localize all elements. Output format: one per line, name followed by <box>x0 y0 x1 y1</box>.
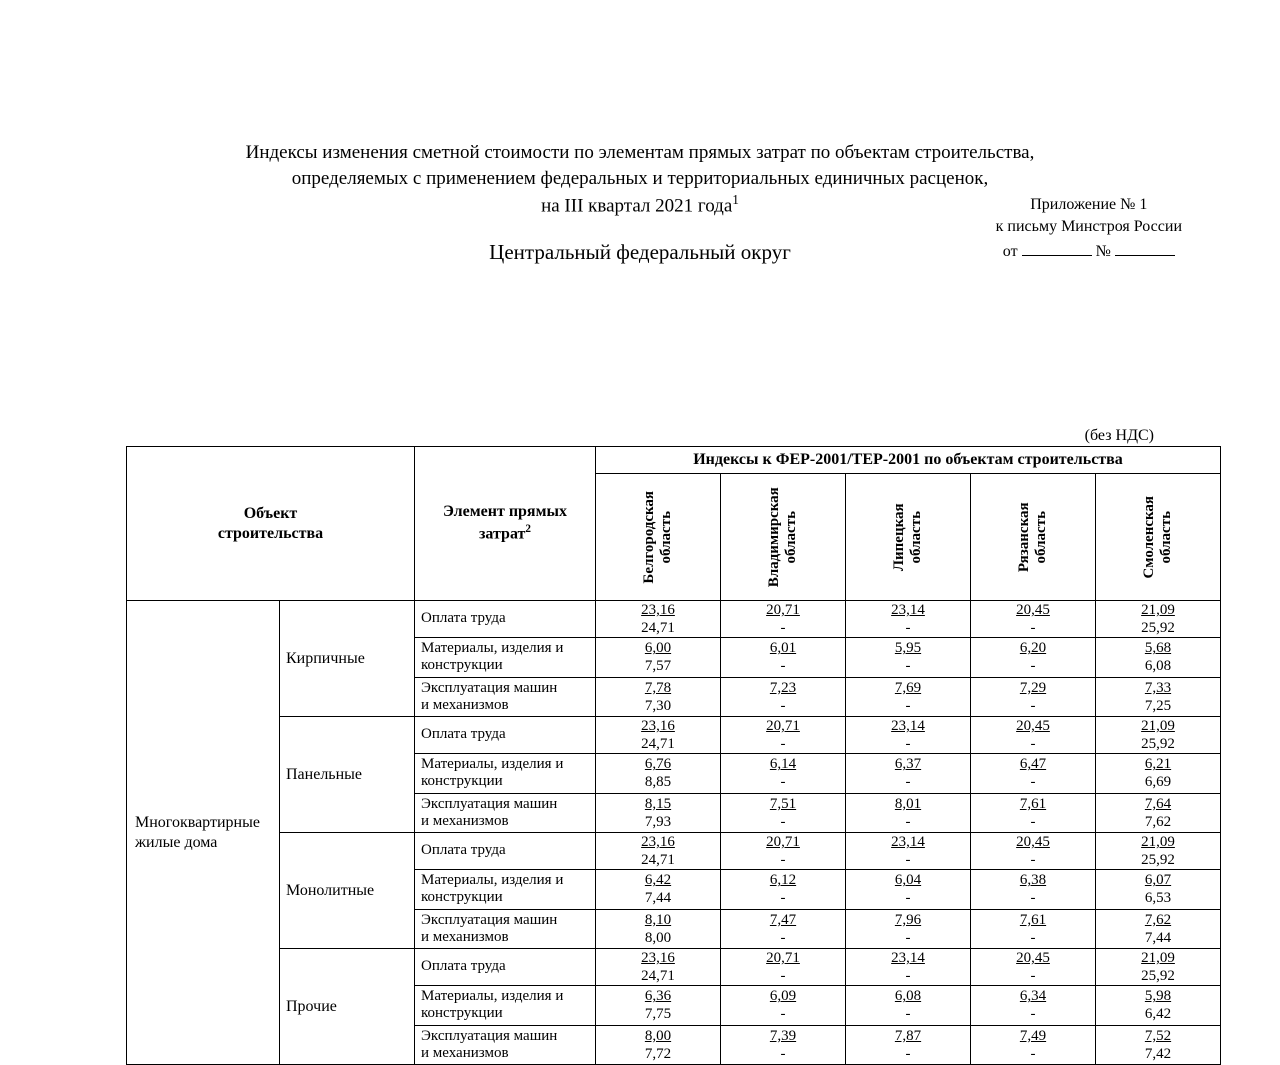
category-cell: Многоквартирныежилые дома <box>127 601 280 1065</box>
header-region-1: Владимирскаяобласть <box>721 474 846 601</box>
value-cell: 23,14- <box>846 717 971 754</box>
subcategory-cell: Монолитные <box>280 833 415 949</box>
value-cell: 8,007,72 <box>596 1025 721 1065</box>
table-row: ПрочиеОплата труда23,1624,7120,71-23,14-… <box>127 949 1221 986</box>
element-cell: Материалы, изделия иконструкции <box>415 986 596 1026</box>
value-cell: 21,0925,92 <box>1096 601 1221 638</box>
header-region-4: Смоленскаяобласть <box>1096 474 1221 601</box>
value-cell: 6,768,85 <box>596 754 721 794</box>
value-cell: 7,87- <box>846 1025 971 1065</box>
value-cell: 8,157,93 <box>596 793 721 833</box>
value-cell: 7,29- <box>971 677 1096 717</box>
value-cell: 23,1624,71 <box>596 833 721 870</box>
value-cell: 23,14- <box>846 949 971 986</box>
value-cell: 5,986,42 <box>1096 986 1221 1026</box>
header-object: Объектстроительства <box>127 447 415 601</box>
value-cell: 6,04- <box>846 870 971 910</box>
value-cell: 7,47- <box>721 909 846 949</box>
element-cell: Эксплуатация машини механизмов <box>415 793 596 833</box>
header-region-3: Рязанскаяобласть <box>971 474 1096 601</box>
element-cell: Эксплуатация машини механизмов <box>415 677 596 717</box>
element-cell: Оплата труда <box>415 833 596 870</box>
value-cell: 8,01- <box>846 793 971 833</box>
value-cell: 7,61- <box>971 909 1096 949</box>
value-cell: 7,49- <box>971 1025 1096 1065</box>
value-cell: 20,71- <box>721 717 846 754</box>
value-cell: 21,0925,92 <box>1096 833 1221 870</box>
value-cell: 7,787,30 <box>596 677 721 717</box>
value-cell: 23,1624,71 <box>596 601 721 638</box>
value-cell: 6,47- <box>971 754 1096 794</box>
value-cell: 6,427,44 <box>596 870 721 910</box>
value-cell: 23,14- <box>846 833 971 870</box>
no-vat-label: (без НДС) <box>1085 426 1154 446</box>
value-cell: 7,337,25 <box>1096 677 1221 717</box>
value-cell: 23,1624,71 <box>596 949 721 986</box>
element-cell: Оплата труда <box>415 601 596 638</box>
value-cell: 6,216,69 <box>1096 754 1221 794</box>
table-row: Многоквартирныежилые домаКирпичныеОплата… <box>127 601 1221 638</box>
value-cell: 7,647,62 <box>1096 793 1221 833</box>
value-cell: 6,14- <box>721 754 846 794</box>
value-cell: 20,45- <box>971 601 1096 638</box>
value-cell: 6,37- <box>846 754 971 794</box>
value-cell: 6,20- <box>971 638 1096 678</box>
value-cell: 20,71- <box>721 949 846 986</box>
value-cell: 6,38- <box>971 870 1096 910</box>
value-cell: 6,007,57 <box>596 638 721 678</box>
value-cell: 5,686,08 <box>1096 638 1221 678</box>
element-cell: Материалы, изделия иконструкции <box>415 638 596 678</box>
value-cell: 5,95- <box>846 638 971 678</box>
element-cell: Эксплуатация машини механизмов <box>415 909 596 949</box>
value-cell: 7,51- <box>721 793 846 833</box>
main-table: Объектстроительства Элемент прямыхзатрат… <box>126 446 1221 1065</box>
header-region-0: Белгородскаяобласть <box>596 474 721 601</box>
element-cell: Материалы, изделия иконструкции <box>415 870 596 910</box>
value-cell: 6,09- <box>721 986 846 1026</box>
appendix-line-1: Приложение № 1 <box>996 195 1182 215</box>
value-cell: 6,076,53 <box>1096 870 1221 910</box>
value-cell: 7,96- <box>846 909 971 949</box>
appendix-line-2: к письму Минстроя России <box>996 217 1182 237</box>
value-cell: 23,1624,71 <box>596 717 721 754</box>
element-cell: Оплата труда <box>415 949 596 986</box>
value-cell: 20,45- <box>971 833 1096 870</box>
number-blank <box>1115 239 1175 256</box>
header-master: Индексы к ФЕР-2001/ТЕР-2001 по объектам … <box>596 447 1221 474</box>
value-cell: 21,0925,92 <box>1096 717 1221 754</box>
value-cell: 7,23- <box>721 677 846 717</box>
value-cell: 7,69- <box>846 677 971 717</box>
element-cell: Материалы, изделия иконструкции <box>415 754 596 794</box>
value-cell: 6,34- <box>971 986 1096 1026</box>
value-cell: 20,71- <box>721 833 846 870</box>
value-cell: 6,08- <box>846 986 971 1026</box>
subcategory-cell: Панельные <box>280 717 415 833</box>
subcategory-cell: Прочие <box>280 949 415 1065</box>
value-cell: 8,108,00 <box>596 909 721 949</box>
value-cell: 20,45- <box>971 949 1096 986</box>
header-element: Элемент прямыхзатрат2 <box>415 447 596 601</box>
main-table-wrap: Объектстроительства Элемент прямыхзатрат… <box>126 446 1221 1065</box>
appendix-line-3: от № <box>996 239 1182 262</box>
value-cell: 23,14- <box>846 601 971 638</box>
date-blank <box>1022 239 1092 256</box>
value-cell: 7,627,44 <box>1096 909 1221 949</box>
header-region-2: Липецкаяобласть <box>846 474 971 601</box>
value-cell: 21,0925,92 <box>1096 949 1221 986</box>
header-object-text: Объектстроительства <box>218 505 323 542</box>
value-cell: 7,61- <box>971 793 1096 833</box>
value-cell: 20,71- <box>721 601 846 638</box>
table-row: ПанельныеОплата труда23,1624,7120,71-23,… <box>127 717 1221 754</box>
value-cell: 6,367,75 <box>596 986 721 1026</box>
value-cell: 7,527,42 <box>1096 1025 1221 1065</box>
appendix-block: Приложение № 1 к письму Минстроя России … <box>996 195 1182 262</box>
value-cell: 7,39- <box>721 1025 846 1065</box>
subcategory-cell: Кирпичные <box>280 601 415 717</box>
value-cell: 20,45- <box>971 717 1096 754</box>
value-cell: 6,12- <box>721 870 846 910</box>
element-cell: Эксплуатация машини механизмов <box>415 1025 596 1065</box>
value-cell: 6,01- <box>721 638 846 678</box>
table-row: МонолитныеОплата труда23,1624,7120,71-23… <box>127 833 1221 870</box>
element-cell: Оплата труда <box>415 717 596 754</box>
